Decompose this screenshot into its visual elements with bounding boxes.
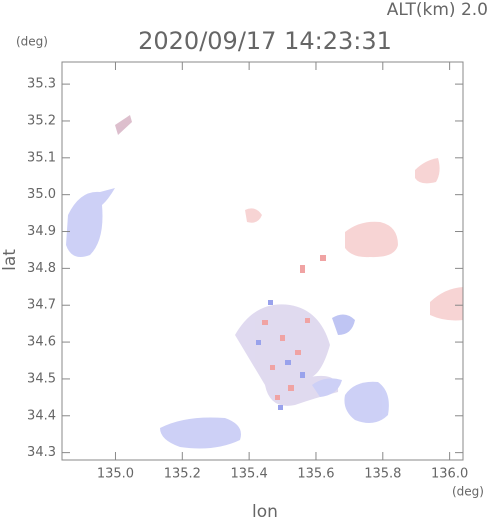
y-tick-label: 35.0 (27, 187, 56, 202)
y-axis-label: lat (0, 249, 20, 271)
x-axis-label: lon (252, 502, 278, 521)
y-unit: (deg) (16, 35, 48, 49)
y-tick-label: 34.5 (27, 371, 56, 386)
echo (332, 314, 355, 335)
y-tick-label: 34.8 (27, 261, 56, 276)
echo (344, 381, 389, 424)
altitude-label: ALT(km) 2.0 (387, 0, 488, 20)
y-tick-label: 34.7 (27, 298, 56, 313)
y-tick-label: 35.1 (27, 150, 56, 165)
x-tick-label: 135.0 (97, 467, 134, 482)
x-tick-label: 135.6 (297, 467, 334, 482)
echo (235, 304, 339, 406)
echo (430, 287, 463, 321)
x-tick-label: 136.0 (431, 467, 468, 482)
echo (415, 158, 440, 184)
echoes (66, 115, 463, 449)
y-tick-label: 35.2 (27, 113, 56, 128)
x-unit: (deg) (452, 485, 484, 499)
echo (312, 378, 342, 397)
chart-title: 2020/09/17 14:23:31 (138, 27, 392, 55)
echo (345, 221, 398, 258)
y-tick-label: 34.9 (27, 224, 56, 239)
y-tick-label: 34.6 (27, 335, 56, 350)
plot-frame (61, 61, 464, 461)
echo (66, 188, 115, 258)
echo-speckle (262, 255, 326, 400)
y-tick-label: 34.4 (27, 408, 56, 423)
x-tick-label: 135.8 (364, 467, 401, 482)
x-tick-label: 135.4 (231, 467, 268, 482)
y-tick-label: 35.3 (27, 77, 56, 92)
echo (245, 208, 262, 223)
echo (160, 417, 241, 449)
y-tick-label: 34.3 (27, 445, 56, 460)
x-tick-label: 135.2 (164, 467, 201, 482)
echo (115, 115, 132, 135)
